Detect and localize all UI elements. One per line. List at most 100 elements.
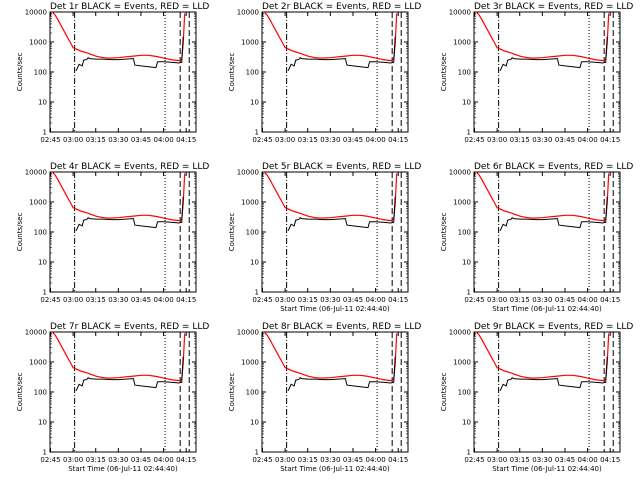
y-tick-label: 10000 bbox=[449, 9, 471, 17]
x-tick-label: 04:15 bbox=[176, 296, 196, 304]
series-lld-line bbox=[51, 331, 186, 382]
y-axis-label: Counts/sec bbox=[440, 53, 448, 92]
panel-title: Det 4r BLACK = Events, RED = LLD bbox=[50, 162, 209, 172]
panel-7: Det 7r BLACK = Events, RED = LLD 1 10 100 10… bbox=[16, 322, 209, 473]
x-tick-label: 03:15 bbox=[298, 136, 318, 144]
panel-title: Det 1r BLACK = Events, RED = LLD bbox=[50, 2, 209, 12]
y-tick-label: 10 bbox=[38, 99, 47, 107]
series-events-line bbox=[287, 36, 396, 72]
x-tick-label: 03:00 bbox=[63, 296, 83, 304]
x-tick-label: 02:45 bbox=[464, 136, 484, 144]
panel-4: Det 4r BLACK = Events, RED = LLD 1 10 100 10… bbox=[16, 162, 209, 304]
x-tick-label: 03:00 bbox=[487, 456, 507, 464]
panel-title: Det 2r BLACK = Events, RED = LLD bbox=[262, 2, 421, 12]
series-lld-line bbox=[263, 11, 398, 62]
x-tick-label: 03:45 bbox=[131, 456, 151, 464]
panel-9: Det 9r BLACK = Events, RED = LLD 1 10 100 10… bbox=[440, 322, 633, 473]
series-events-line bbox=[499, 36, 608, 72]
y-tick-label: 10000 bbox=[449, 329, 471, 337]
plot-frame bbox=[473, 171, 621, 293]
x-tick-label: 03:15 bbox=[510, 296, 530, 304]
x-axis-label: Start Time (06-Jul-11 02:44:40) bbox=[280, 305, 390, 313]
series-events-line bbox=[287, 356, 396, 392]
y-axis-label: Counts/sec bbox=[228, 373, 236, 412]
y-tick-label: 1000 bbox=[241, 199, 259, 207]
panel-1: Det 1r BLACK = Events, RED = LLD 1 10 100 10… bbox=[16, 2, 209, 144]
y-tick-label: 10000 bbox=[449, 169, 471, 177]
y-axis-label: Counts/sec bbox=[16, 373, 24, 412]
y-tick-label: 1 bbox=[255, 289, 259, 297]
x-tick-label: 03:30 bbox=[108, 456, 128, 464]
y-tick-label: 1 bbox=[467, 449, 471, 457]
y-tick-label: 10 bbox=[462, 419, 471, 427]
y-tick-label: 1000 bbox=[453, 199, 471, 207]
y-tick-label: 10 bbox=[38, 259, 47, 267]
x-tick-label: 03:30 bbox=[320, 296, 340, 304]
series-events-line bbox=[499, 356, 608, 392]
x-tick-label: 04:15 bbox=[176, 136, 196, 144]
x-tick-label: 04:00 bbox=[153, 456, 173, 464]
x-tick-label: 04:00 bbox=[153, 136, 173, 144]
x-tick-label: 03:45 bbox=[555, 456, 575, 464]
x-tick-label: 03:30 bbox=[532, 296, 552, 304]
y-tick-label: 1000 bbox=[29, 199, 47, 207]
x-tick-label: 02:45 bbox=[464, 456, 484, 464]
y-tick-label: 1000 bbox=[241, 39, 259, 47]
y-tick-label: 10000 bbox=[237, 169, 259, 177]
plot-frame bbox=[473, 331, 621, 453]
x-tick-label: 04:15 bbox=[388, 456, 408, 464]
x-tick-label: 04:15 bbox=[176, 456, 196, 464]
y-tick-label: 10000 bbox=[25, 329, 47, 337]
series-lld-line bbox=[51, 11, 186, 62]
y-tick-label: 1000 bbox=[29, 359, 47, 367]
x-tick-label: 03:00 bbox=[487, 136, 507, 144]
x-tick-label: 03:00 bbox=[275, 456, 295, 464]
x-tick-label: 03:15 bbox=[298, 456, 318, 464]
y-tick-label: 1000 bbox=[29, 39, 47, 47]
x-tick-label: 03:00 bbox=[63, 136, 83, 144]
y-tick-label: 100 bbox=[458, 69, 471, 77]
x-tick-label: 04:15 bbox=[388, 296, 408, 304]
x-tick-label: 03:15 bbox=[86, 456, 106, 464]
series-events-line bbox=[287, 196, 396, 232]
panel-3: Det 3r BLACK = Events, RED = LLD 1 10 100 10… bbox=[440, 2, 633, 144]
y-axis-label: Counts/sec bbox=[440, 213, 448, 252]
x-tick-label: 03:45 bbox=[131, 296, 151, 304]
plot-frame bbox=[49, 171, 197, 293]
series-lld-line bbox=[263, 331, 398, 382]
panel-title: Det 9r BLACK = Events, RED = LLD bbox=[474, 322, 633, 332]
x-tick-label: 04:00 bbox=[153, 296, 173, 304]
x-tick-label: 03:30 bbox=[108, 136, 128, 144]
x-tick-label: 04:00 bbox=[577, 296, 597, 304]
x-tick-label: 04:15 bbox=[600, 136, 620, 144]
x-tick-label: 03:45 bbox=[555, 296, 575, 304]
x-tick-label: 02:45 bbox=[40, 136, 60, 144]
series-events-line bbox=[75, 356, 184, 392]
x-tick-label: 03:45 bbox=[555, 136, 575, 144]
x-tick-label: 04:15 bbox=[388, 136, 408, 144]
panel-title: Det 7r BLACK = Events, RED = LLD bbox=[50, 322, 209, 332]
y-tick-label: 100 bbox=[246, 389, 259, 397]
x-tick-label: 03:00 bbox=[275, 296, 295, 304]
plot-frame bbox=[49, 11, 197, 133]
y-tick-label: 10 bbox=[462, 259, 471, 267]
y-tick-label: 1 bbox=[255, 449, 259, 457]
x-axis-label: Start Time (06-Jul-11 02:44:40) bbox=[68, 465, 178, 473]
y-tick-label: 10 bbox=[250, 259, 259, 267]
x-tick-label: 04:00 bbox=[365, 136, 385, 144]
x-tick-label: 02:45 bbox=[252, 136, 272, 144]
y-tick-label: 100 bbox=[34, 389, 47, 397]
y-tick-label: 1 bbox=[255, 129, 259, 137]
x-tick-label: 03:30 bbox=[320, 456, 340, 464]
x-tick-label: 03:15 bbox=[86, 296, 106, 304]
y-tick-label: 100 bbox=[458, 229, 471, 237]
series-lld-line bbox=[475, 331, 610, 382]
x-tick-label: 02:45 bbox=[252, 456, 272, 464]
y-axis-label: Counts/sec bbox=[440, 373, 448, 412]
series-events-line bbox=[75, 36, 184, 72]
y-axis-label: Counts/sec bbox=[16, 53, 24, 92]
x-tick-label: 03:30 bbox=[320, 136, 340, 144]
series-events-line bbox=[499, 196, 608, 232]
y-tick-label: 100 bbox=[34, 229, 47, 237]
